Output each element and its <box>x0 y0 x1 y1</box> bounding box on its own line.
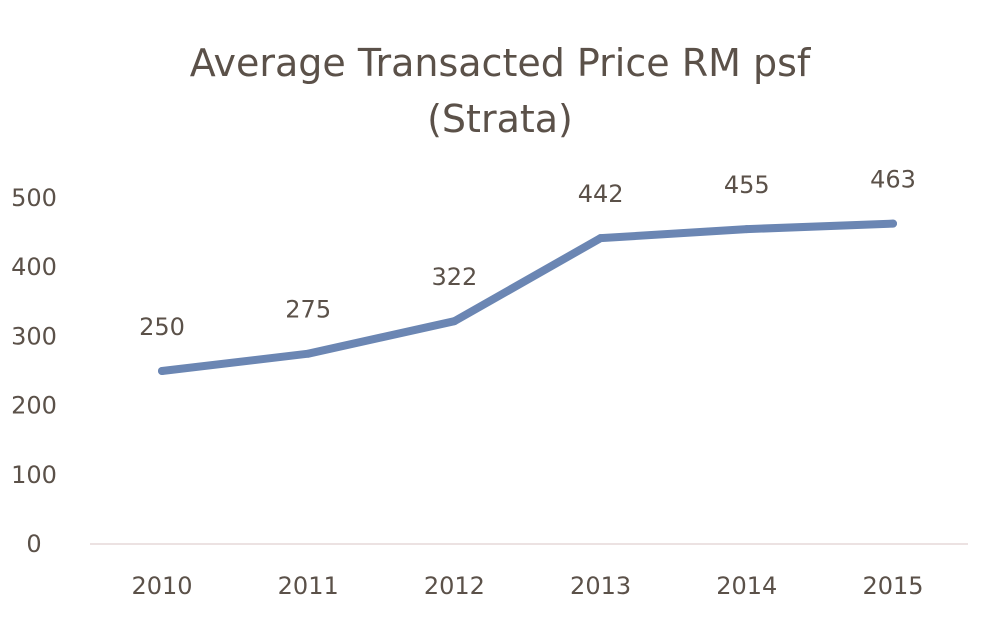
y-tick-label: 0 <box>26 530 41 558</box>
data-point <box>889 219 897 228</box>
data-point <box>450 317 459 326</box>
data-label: 275 <box>285 296 331 324</box>
data-point <box>158 367 166 375</box>
chart-title-line-2: (Strata) <box>427 97 573 141</box>
y-tick-label: 400 <box>11 253 57 281</box>
data-point <box>742 225 751 234</box>
data-label: 322 <box>431 263 477 291</box>
data-label: 442 <box>578 180 624 208</box>
x-tick-label: 2013 <box>570 572 631 600</box>
x-tick-label: 2010 <box>131 572 192 600</box>
x-tick-label: 2014 <box>716 572 777 600</box>
series-line <box>158 219 897 375</box>
data-label: 463 <box>870 166 916 194</box>
data-label: 250 <box>139 313 185 341</box>
y-tick-label: 500 <box>11 184 57 212</box>
y-tick-label: 100 <box>11 461 57 489</box>
x-tick-label: 2015 <box>862 572 923 600</box>
x-tick-label: 2012 <box>424 572 485 600</box>
x-tick-label: 2011 <box>278 572 339 600</box>
chart-title-line-1: Average Transacted Price RM psf <box>189 41 811 85</box>
data-point <box>304 349 313 358</box>
y-tick-label: 200 <box>11 392 57 420</box>
data-point <box>596 234 605 243</box>
y-tick-label: 300 <box>11 322 57 350</box>
data-label: 455 <box>724 171 770 199</box>
